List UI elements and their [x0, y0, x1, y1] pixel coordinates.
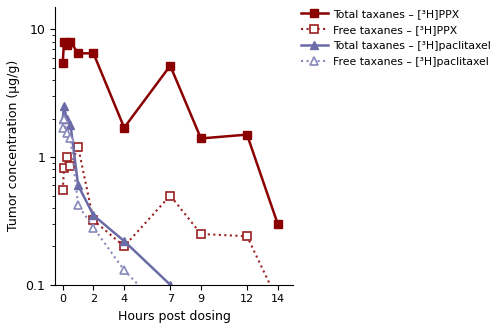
Legend: Total taxanes – [³H]PPX, Free taxanes – [³H]PPX, Total taxanes – [³H]paclitaxel,: Total taxanes – [³H]PPX, Free taxanes – …: [298, 7, 493, 69]
Line: Free taxanes – [³H]paclitaxel: Free taxanes – [³H]paclitaxel: [58, 115, 205, 330]
Total taxanes – [³H]paclitaxel: [61, 104, 67, 108]
Line: Total taxanes – [³H]paclitaxel: Total taxanes – [³H]paclitaxel: [58, 102, 251, 330]
Total taxanes – [³H]PPX: [61, 40, 67, 44]
Total taxanes – [³H]PPX: [244, 133, 250, 137]
Total taxanes – [³H]paclitaxel: [198, 316, 204, 320]
Total taxanes – [³H]paclitaxel: [75, 183, 81, 187]
Free taxanes – [³H]paclitaxel: [90, 226, 96, 230]
Total taxanes – [³H]PPX: [68, 40, 73, 44]
Line: Total taxanes – [³H]PPX: Total taxanes – [³H]PPX: [59, 38, 282, 228]
Total taxanes – [³H]PPX: [90, 51, 96, 55]
Total taxanes – [³H]paclitaxel: [68, 122, 73, 126]
X-axis label: Hours post dosing: Hours post dosing: [118, 310, 230, 323]
Free taxanes – [³H]PPX: [75, 145, 81, 149]
Free taxanes – [³H]PPX: [121, 244, 127, 248]
Free taxanes – [³H]paclitaxel: [121, 268, 127, 272]
Free taxanes – [³H]paclitaxel: [167, 316, 173, 320]
Free taxanes – [³H]PPX: [244, 234, 250, 238]
Total taxanes – [³H]paclitaxel: [121, 239, 127, 243]
Free taxanes – [³H]paclitaxel: [64, 131, 70, 135]
Free taxanes – [³H]PPX: [60, 188, 66, 192]
Total taxanes – [³H]paclitaxel: [90, 213, 96, 217]
Total taxanes – [³H]PPX: [274, 222, 280, 226]
Free taxanes – [³H]PPX: [68, 164, 73, 168]
Y-axis label: Tumor concentration (μg/g): Tumor concentration (μg/g): [7, 60, 20, 231]
Free taxanes – [³H]PPX: [274, 299, 280, 303]
Line: Free taxanes – [³H]PPX: Free taxanes – [³H]PPX: [59, 143, 282, 305]
Free taxanes – [³H]paclitaxel: [60, 126, 66, 130]
Free taxanes – [³H]PPX: [167, 194, 173, 198]
Total taxanes – [³H]PPX: [198, 137, 204, 141]
Free taxanes – [³H]PPX: [61, 166, 67, 170]
Total taxanes – [³H]PPX: [64, 44, 70, 48]
Free taxanes – [³H]paclitaxel: [61, 117, 67, 121]
Free taxanes – [³H]paclitaxel: [75, 203, 81, 207]
Total taxanes – [³H]PPX: [121, 126, 127, 130]
Free taxanes – [³H]paclitaxel: [68, 137, 73, 141]
Total taxanes – [³H]paclitaxel: [60, 117, 66, 121]
Free taxanes – [³H]PPX: [90, 218, 96, 222]
Total taxanes – [³H]PPX: [167, 64, 173, 68]
Total taxanes – [³H]paclitaxel: [64, 117, 70, 121]
Total taxanes – [³H]PPX: [60, 61, 66, 65]
Free taxanes – [³H]PPX: [198, 232, 204, 236]
Total taxanes – [³H]paclitaxel: [167, 283, 173, 287]
Total taxanes – [³H]PPX: [75, 51, 81, 55]
Free taxanes – [³H]PPX: [64, 155, 70, 159]
